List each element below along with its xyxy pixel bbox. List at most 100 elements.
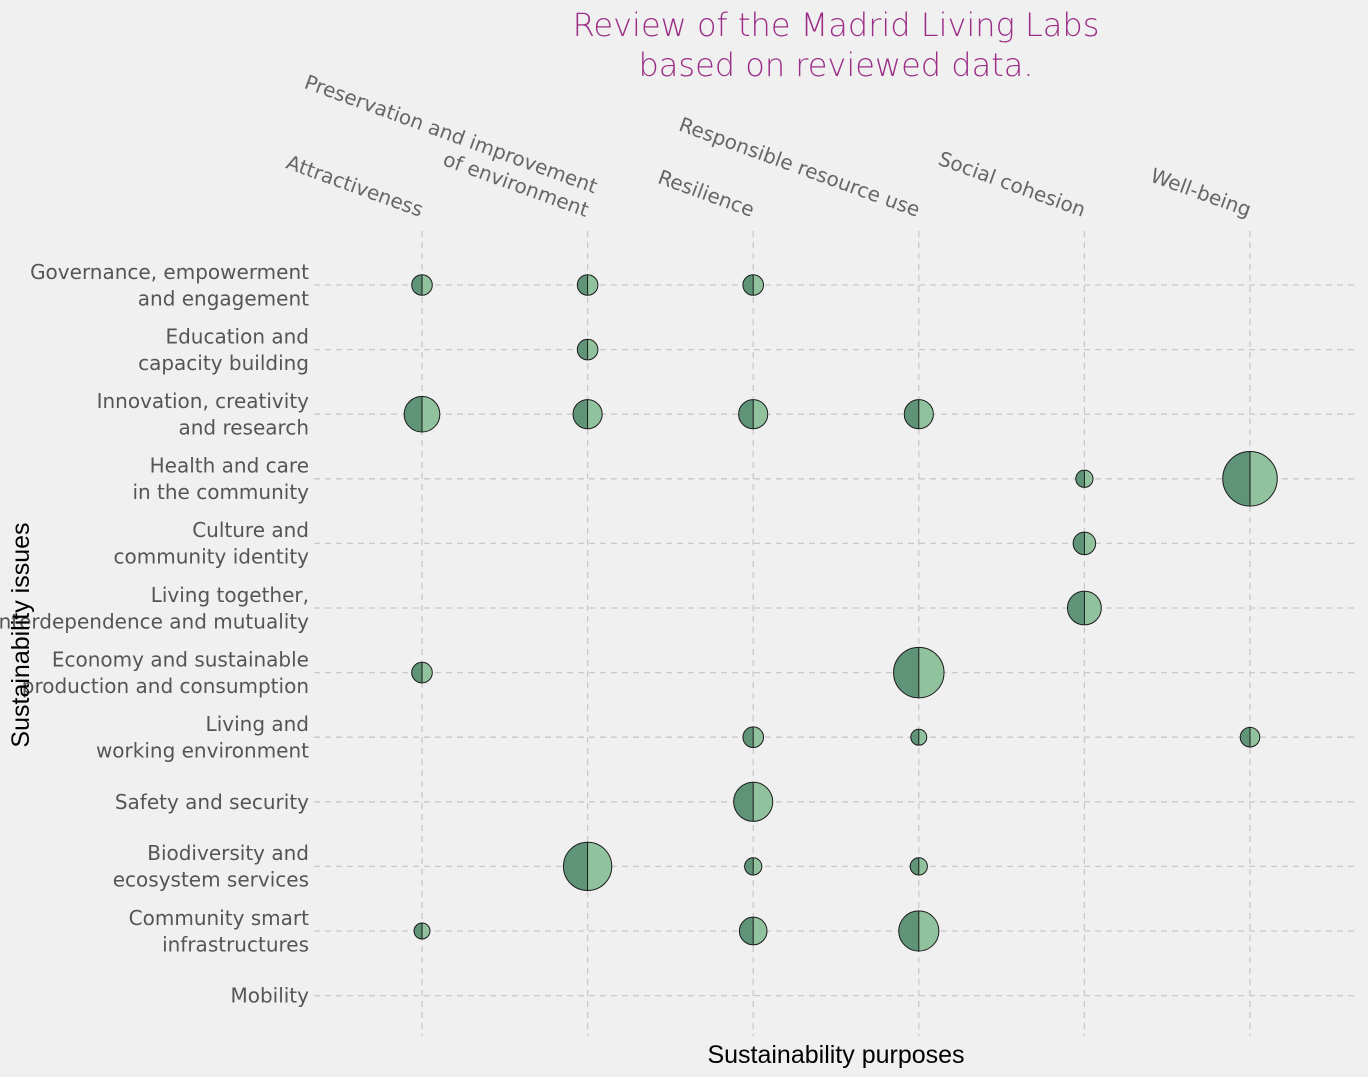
bubble-outline <box>576 274 599 296</box>
bubble-outline <box>893 646 945 699</box>
bubble-left-half <box>577 274 588 296</box>
bubble <box>413 922 431 940</box>
y-tick-label: production and consumption <box>22 674 309 698</box>
bubble-left-half <box>411 662 422 683</box>
bubble-outline <box>903 399 934 430</box>
bubble <box>1222 451 1278 507</box>
bubble-left-half <box>898 910 919 952</box>
bubble-right-half <box>918 647 945 698</box>
bubble-right-half <box>587 842 612 891</box>
y-tick-label: infrastructures <box>162 932 309 956</box>
bubble <box>1075 469 1094 488</box>
bubble-outline <box>403 395 441 433</box>
y-tick-label: Biodiversity and <box>147 841 309 865</box>
bubble-left-half <box>893 647 919 698</box>
bubble-outline <box>744 857 763 876</box>
y-tick-label: Health and care <box>150 454 309 478</box>
bubble <box>411 661 433 684</box>
bubble-outline <box>1222 451 1278 507</box>
bubble-outline <box>1072 531 1097 556</box>
bubble-outline <box>742 274 765 296</box>
chart-title-line: based on reviewed data. <box>638 46 1033 84</box>
bubble <box>742 726 765 749</box>
bubble <box>742 274 765 296</box>
bubble-right-half <box>587 399 603 429</box>
bubble-right-half <box>587 274 598 296</box>
bubble-left-half <box>744 857 754 876</box>
bubble-outline <box>898 910 940 952</box>
x-tick-label: Resilience <box>655 165 758 222</box>
bubble-right-half <box>422 923 430 939</box>
bubble <box>733 781 774 822</box>
grid-lines <box>314 231 1358 1036</box>
y-axis-title: Sustainability issues <box>7 522 35 747</box>
bubble-outline <box>742 726 765 749</box>
bubble-left-half <box>910 729 919 746</box>
bubble <box>909 857 928 876</box>
y-tick-label: Innovation, creativity <box>97 389 310 413</box>
bubble <box>738 399 769 430</box>
bubble-outline <box>572 399 603 430</box>
x-tick-label: Attractiveness <box>283 150 426 222</box>
bubble-left-half <box>904 399 919 429</box>
bubble-right-half <box>753 726 764 748</box>
bubble-right-half <box>1250 451 1278 507</box>
y-tick-label: Education and <box>165 324 309 348</box>
bubble-right-half <box>422 662 433 683</box>
bubble-outline <box>1075 469 1094 488</box>
y-tick-label: and engagement <box>138 286 309 310</box>
y-tick-label: Mobility <box>230 984 309 1008</box>
bubble <box>1239 726 1261 748</box>
bubble-outline <box>738 399 769 430</box>
bubble-right-half <box>753 782 773 822</box>
bubble-outline <box>411 274 433 296</box>
bubble-right-half <box>918 857 928 876</box>
bubble-right-half <box>422 274 433 296</box>
bubble-right-half <box>918 729 927 746</box>
bubble <box>898 910 940 952</box>
y-tick-label: capacity building <box>138 351 309 375</box>
bubble-left-half <box>1240 727 1250 747</box>
bubble-left-half <box>1075 470 1085 488</box>
y-tick-label: Governance, empowerment <box>30 260 309 284</box>
bubble-outline <box>1066 590 1102 626</box>
bubble-outline <box>733 781 774 822</box>
bubble-left-half <box>577 339 588 360</box>
bubble-right-half <box>753 399 768 429</box>
bubble-outline <box>910 728 928 746</box>
bubble <box>910 728 928 746</box>
bubble-left-half <box>411 274 422 296</box>
bubble-left-half <box>910 857 919 876</box>
y-tick-label: Economy and sustainable <box>52 647 309 671</box>
bubble-right-half <box>753 274 764 296</box>
bubble-left-half <box>563 842 588 891</box>
y-tick-label: working environment <box>96 738 309 762</box>
bubble <box>744 857 763 876</box>
bubble <box>411 274 433 296</box>
bubble-outline <box>413 922 431 940</box>
bubble-outline <box>411 661 433 684</box>
bubble-right-half <box>587 339 598 360</box>
bubble-outline <box>909 857 928 876</box>
bubble <box>572 399 603 430</box>
bubble-right-half <box>1084 470 1094 488</box>
y-tick-label: ecosystem services <box>113 868 309 892</box>
y-tick-label: in the community <box>132 480 309 504</box>
bubble <box>576 274 599 296</box>
bubble-right-half <box>753 857 762 876</box>
bubble <box>576 338 599 361</box>
bubble-left-half <box>742 274 754 296</box>
y-tick-label: and research <box>178 415 309 439</box>
bubble-left-half <box>738 399 754 429</box>
x-axis-title: Sustainability purposes <box>707 1041 964 1069</box>
bubble-right-half <box>753 917 768 945</box>
y-tick-label: Community smart <box>129 906 309 930</box>
y-tick-label: interdependence and mutuality <box>0 609 309 633</box>
bubble-right-half <box>422 396 440 433</box>
bubble-right-half <box>1084 532 1096 555</box>
bubble <box>562 841 613 892</box>
bubbles <box>403 274 1278 952</box>
